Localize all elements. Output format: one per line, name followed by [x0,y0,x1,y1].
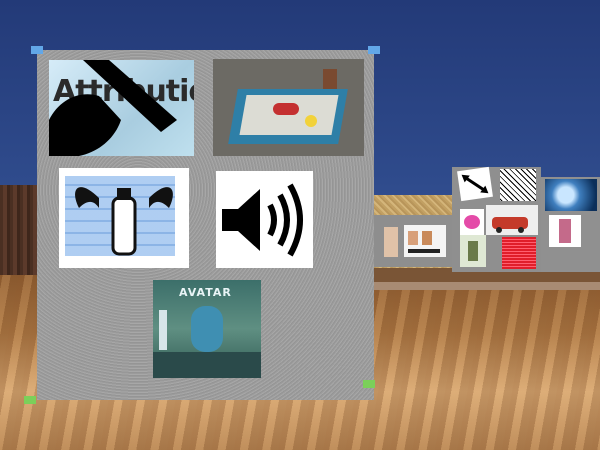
speaker-icon [222,183,303,257]
people-image[interactable] [384,227,398,257]
resize-handle-tr[interactable] [368,46,380,54]
logo-image[interactable] [460,209,484,235]
noise-image[interactable] [500,169,536,201]
avatar-title: AVATAR [179,286,232,299]
resize-handle-bl[interactable] [24,396,36,404]
avatar-poster[interactable]: AVATAR [153,280,261,378]
chart-image[interactable] [404,225,446,257]
attribution-image[interactable]: Attribution [49,60,194,156]
red-image[interactable] [502,237,536,269]
car-image[interactable] [486,205,538,235]
figure-image-2[interactable] [549,215,581,247]
small-panel[interactable] [374,215,453,267]
resize-handle-br[interactable] [363,380,375,388]
side-panel[interactable] [452,166,541,272]
figure-image[interactable] [460,235,486,267]
graffiti-image[interactable] [59,168,189,268]
main-panel[interactable]: Attribution [37,50,374,400]
ledge-lower [370,282,600,290]
resize-handle-tl[interactable] [31,46,43,54]
side-panel-2[interactable] [541,177,600,272]
speaker-image[interactable] [216,171,313,268]
blue-image[interactable] [545,179,597,211]
pool-photo[interactable] [213,59,364,156]
arrow-image[interactable] [457,166,493,202]
